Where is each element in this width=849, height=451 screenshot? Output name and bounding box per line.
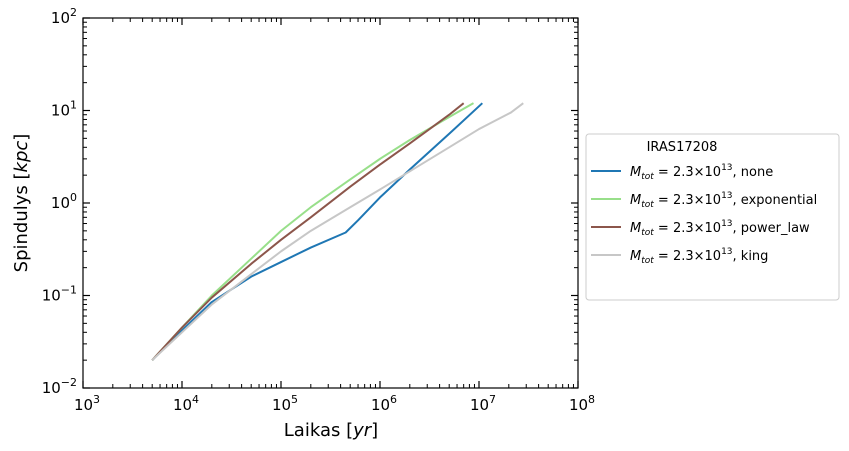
x-axis-label: Laikas [yr]	[284, 420, 378, 441]
series-line-exponential	[151, 102, 474, 361]
x-tick-label: 103	[74, 393, 100, 414]
y-tick-label: 10−1	[42, 284, 77, 305]
x-tick-label: 106	[371, 393, 397, 414]
x-tick-label: 104	[173, 393, 199, 414]
x-tick-label: 108	[569, 393, 595, 414]
legend-label: Mtot = 2.3×1013, king	[630, 247, 768, 266]
tick-labels: 103 104 105 106 107 108 10−2 10−1 100 101 102	[42, 6, 595, 414]
legend-items: Mtot = 2.3×1013, none Mtot = 2.3×1013, ex…	[591, 163, 817, 266]
legend-label: Mtot = 2.3×1013, exponential	[630, 191, 817, 210]
y-axis-label: Spindulys [kpc]	[11, 134, 32, 273]
legend-title: IRAS17208	[647, 140, 718, 155]
legend-item-king: Mtot = 2.3×1013, king	[591, 247, 768, 266]
series-line-none	[151, 102, 483, 361]
y-tick-label: 102	[51, 6, 77, 27]
y-tick-label: 100	[51, 191, 77, 212]
series-line-power_law	[151, 102, 465, 361]
legend-item-exponential: Mtot = 2.3×1013, exponential	[591, 191, 817, 210]
series-layer	[151, 102, 524, 361]
legend-label: Mtot = 2.3×1013, power_law	[630, 219, 810, 238]
x-tick-label: 105	[272, 393, 298, 414]
legend-item-none: Mtot = 2.3×1013, none	[591, 163, 773, 182]
series-line-king	[151, 102, 524, 361]
y-tick-label: 10−2	[42, 376, 77, 397]
legend-item-power_law: Mtot = 2.3×1013, power_law	[591, 219, 810, 238]
x-tick-label: 107	[470, 393, 496, 414]
legend-label: Mtot = 2.3×1013, none	[630, 163, 773, 182]
legend-box	[585, 133, 840, 301]
y-tick-label: 101	[51, 99, 77, 120]
ticks-layer	[82, 17, 579, 389]
